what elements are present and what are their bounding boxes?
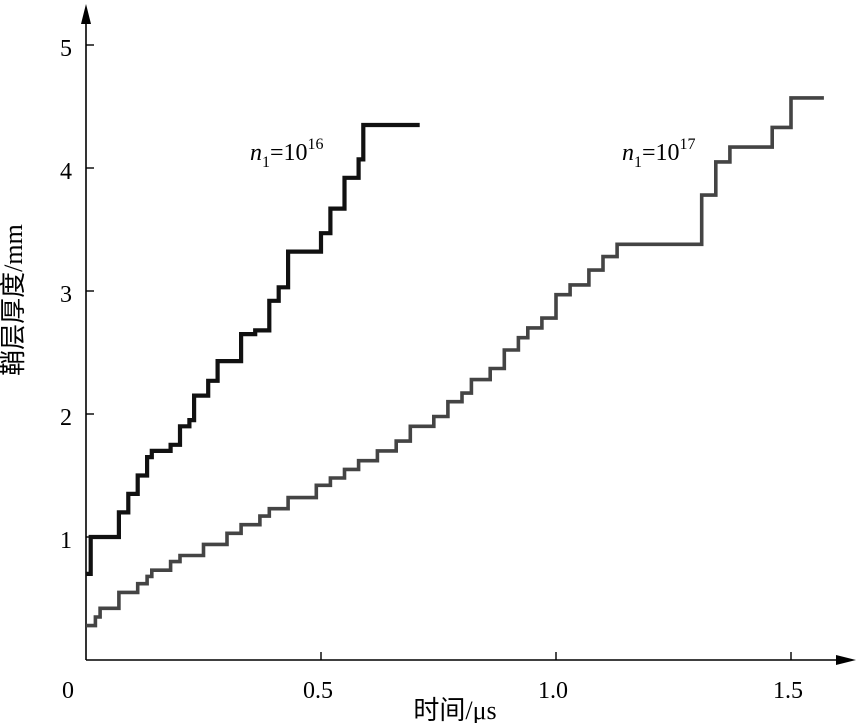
y-tick-label: 2 xyxy=(60,405,72,431)
y-tick-label: 5 xyxy=(60,36,72,62)
y-tick-label: 1 xyxy=(60,528,72,554)
y-tick-label: 3 xyxy=(60,282,72,308)
y-axis-title: 鞘层厚度/mm xyxy=(0,224,28,376)
series-label-sup: 17 xyxy=(680,136,696,153)
y-tick-label: 4 xyxy=(60,159,72,185)
x-tick-label: 0 xyxy=(62,678,74,704)
x-tick-label: 0.5 xyxy=(303,678,333,704)
series-layer xyxy=(86,96,824,628)
x-axis-arrow xyxy=(836,655,856,665)
x-tick-label: 1.0 xyxy=(538,678,568,704)
series-label-sub: 1 xyxy=(262,154,270,171)
x-axis-title: 时间/μs xyxy=(413,696,496,723)
series-label-sub: 1 xyxy=(634,154,642,171)
series-line-17 xyxy=(86,96,824,628)
y-axis-arrow xyxy=(81,4,91,24)
series-label-n17: n1=1017 xyxy=(622,136,696,171)
series-label-sup: 16 xyxy=(308,136,324,153)
series-label-prefix: n xyxy=(250,140,262,166)
series-label-prefix: n xyxy=(622,140,634,166)
series-label-mid: =10 xyxy=(270,140,308,166)
series-label-mid: =10 xyxy=(642,140,680,166)
series-label-n16: n1=1016 xyxy=(250,136,324,171)
x-tick-label: 1.5 xyxy=(773,678,803,704)
series-line-16 xyxy=(86,122,420,576)
